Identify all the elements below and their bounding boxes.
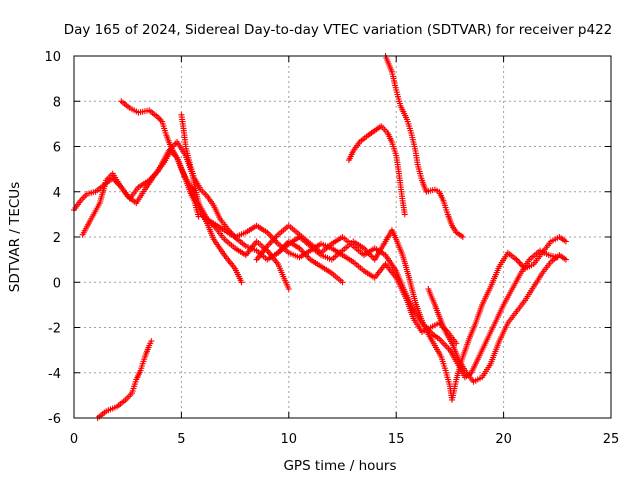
y-tick-label: -4 xyxy=(48,367,61,382)
data-point xyxy=(238,279,245,286)
data-point xyxy=(514,258,521,265)
series-arc-4 xyxy=(118,98,202,220)
x-tick-label: 15 xyxy=(388,432,405,447)
data-point xyxy=(459,234,466,240)
series-arc-11 xyxy=(425,252,569,385)
y-tick-label: -2 xyxy=(48,322,61,337)
data-point xyxy=(339,279,346,286)
series-arc-2 xyxy=(79,139,292,292)
x-tick-label: 5 xyxy=(177,432,185,447)
x-axis-label: GPS time / hours xyxy=(283,458,396,474)
series-arc-10 xyxy=(382,53,466,240)
data-point xyxy=(562,238,569,245)
x-tick-label: 20 xyxy=(495,432,512,447)
y-tick-label: -6 xyxy=(48,412,61,427)
data-points xyxy=(71,53,569,421)
y-tick-label: 6 xyxy=(53,141,61,156)
data-point xyxy=(562,256,569,263)
data-point xyxy=(148,338,155,345)
y-axis-label: SDTVAR / TECUs xyxy=(7,182,23,292)
y-tick-label: 0 xyxy=(53,276,61,291)
y-tick-label: 4 xyxy=(53,186,61,201)
y-tick-label: 8 xyxy=(53,95,61,110)
data-point xyxy=(285,286,292,292)
x-tick-label: 10 xyxy=(281,432,298,447)
series-arc-8 xyxy=(275,227,569,403)
chart-title: Day 165 of 2024, Sidereal Day-to-day VTE… xyxy=(64,22,613,38)
x-tick-label: 25 xyxy=(603,432,620,447)
data-point xyxy=(401,211,408,218)
series-arc-5 xyxy=(178,111,346,286)
x-tick-label: 0 xyxy=(70,432,78,447)
y-tick-label: 10 xyxy=(44,50,61,65)
axis-ticks: 0 5 10 15 20 25 -6 -4 -2 0 2 4 6 8 10 xyxy=(44,50,619,447)
data-point xyxy=(516,259,523,266)
data-point xyxy=(156,115,163,122)
y-tick-label: 2 xyxy=(53,231,61,246)
series-arc-3 xyxy=(94,338,155,421)
series-arc-9 xyxy=(345,123,408,218)
